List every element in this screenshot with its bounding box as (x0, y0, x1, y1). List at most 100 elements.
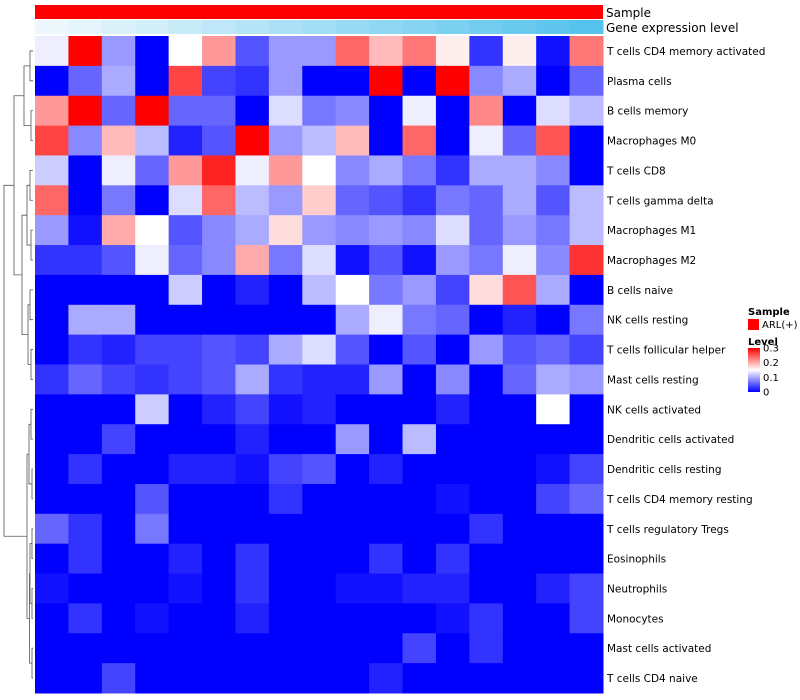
heatmap-cell (569, 304, 604, 336)
heatmap-cell (502, 603, 537, 634)
heatmap-cell (68, 125, 103, 156)
heatmap-cell (235, 245, 270, 276)
expression-annotation-cell (502, 20, 537, 34)
heatmap-cell (335, 663, 370, 694)
heatmap-cell (202, 65, 236, 97)
heatmap-cell (402, 603, 437, 634)
heatmap-cell (569, 274, 604, 306)
heatmap-cell (302, 185, 337, 216)
heatmap-cell (135, 65, 170, 97)
heatmap-cell (68, 245, 103, 276)
heatmap-cell (268, 394, 303, 425)
heatmap-cell (135, 454, 170, 485)
heatmap-cell (502, 95, 537, 127)
heatmap-cell (335, 65, 370, 97)
heatmap-cells (35, 36, 604, 694)
heatmap-cell (135, 603, 170, 634)
heatmap-cell (369, 155, 404, 186)
heatmap-cell (302, 36, 337, 67)
heatmap-cell (35, 95, 69, 127)
sample-annotation-bar (35, 5, 603, 19)
heatmap-cell (35, 155, 69, 186)
heatmap-cell (268, 573, 303, 604)
heatmap-cell (35, 185, 69, 216)
heatmap-cell (35, 304, 69, 336)
heatmap-cell (268, 155, 303, 186)
heatmap-cell (101, 304, 136, 336)
heatmap-cell (68, 36, 103, 67)
heatmap-cell (235, 36, 270, 67)
heatmap-cell (302, 633, 337, 664)
heatmap-cell (469, 185, 504, 216)
heatmap-cell (68, 215, 103, 246)
heatmap-cell (268, 36, 303, 67)
heatmap-cell (469, 603, 504, 634)
heatmap-cell (68, 573, 103, 604)
heatmap-cell (502, 334, 537, 365)
heatmap-cell (68, 424, 103, 455)
dendrogram-branch (29, 289, 33, 321)
heatmap-cell (502, 125, 537, 156)
heatmap-cell (168, 483, 203, 515)
dendrogram-branch (30, 110, 33, 141)
heatmap-cell (35, 663, 69, 694)
heatmap-cell (168, 65, 203, 97)
row-label: Macrophages M1 (607, 225, 696, 237)
heatmap-cell (335, 245, 370, 276)
heatmap-cell (469, 215, 504, 246)
heatmap-cell (569, 36, 604, 67)
heatmap-cell (135, 663, 170, 694)
heatmap-cell (268, 95, 303, 127)
heatmap-cell (135, 185, 170, 216)
heatmap-cell (168, 274, 203, 306)
heatmap-cell (402, 274, 437, 306)
heatmap-cell (502, 513, 537, 545)
heatmap-cell (235, 304, 270, 336)
heatmap-cell (68, 95, 103, 127)
heatmap-cell (302, 274, 337, 306)
expression-annotation-cell (202, 20, 236, 34)
row-label: NK cells activated (607, 404, 701, 416)
heatmap-cell (302, 65, 337, 97)
row-label: B cells memory (607, 106, 688, 118)
heatmap-cell (35, 543, 69, 575)
heatmap-cell (101, 603, 136, 634)
heatmap-cell (135, 394, 170, 425)
heatmap-cell (101, 125, 136, 156)
legend-tick-label: 0.2 (763, 358, 779, 369)
heatmap-cell (369, 36, 404, 67)
heatmap-cell (536, 36, 571, 67)
heatmap-cell (135, 155, 170, 186)
heatmap-cell (302, 125, 337, 156)
heatmap-cell (168, 454, 203, 485)
row-label: T cells CD4 naive (606, 673, 698, 685)
heatmap-cell (469, 95, 504, 127)
heatmap-cell (536, 483, 571, 515)
heatmap-cell (101, 633, 136, 664)
dendrogram-branch (31, 588, 33, 619)
heatmap-cell (168, 334, 203, 365)
row-label: Eosinophils (607, 554, 666, 566)
heatmap-cell (68, 454, 103, 485)
dendrogram-branch (27, 304, 31, 365)
heatmap-cell (536, 304, 571, 336)
row-label: Plasma cells (607, 76, 672, 88)
heatmap-cell (435, 633, 470, 664)
heatmap-cell (168, 543, 203, 575)
heatmap-cell (101, 155, 136, 186)
heatmap-cell (469, 454, 504, 485)
heatmap-cell (268, 65, 303, 97)
heatmap-cell (302, 394, 337, 425)
expression-annotation-label: Gene expression level (606, 21, 739, 35)
heatmap-cell (435, 334, 470, 365)
heatmap-cell (502, 483, 537, 515)
heatmap-cell (35, 334, 69, 365)
heatmap-cell (235, 185, 270, 216)
heatmap-cell (335, 155, 370, 186)
heatmap-cell (235, 155, 270, 186)
heatmap-cell (469, 543, 504, 575)
heatmap-cell (335, 334, 370, 365)
heatmap-cell (502, 364, 537, 395)
heatmap-cell (235, 334, 270, 365)
